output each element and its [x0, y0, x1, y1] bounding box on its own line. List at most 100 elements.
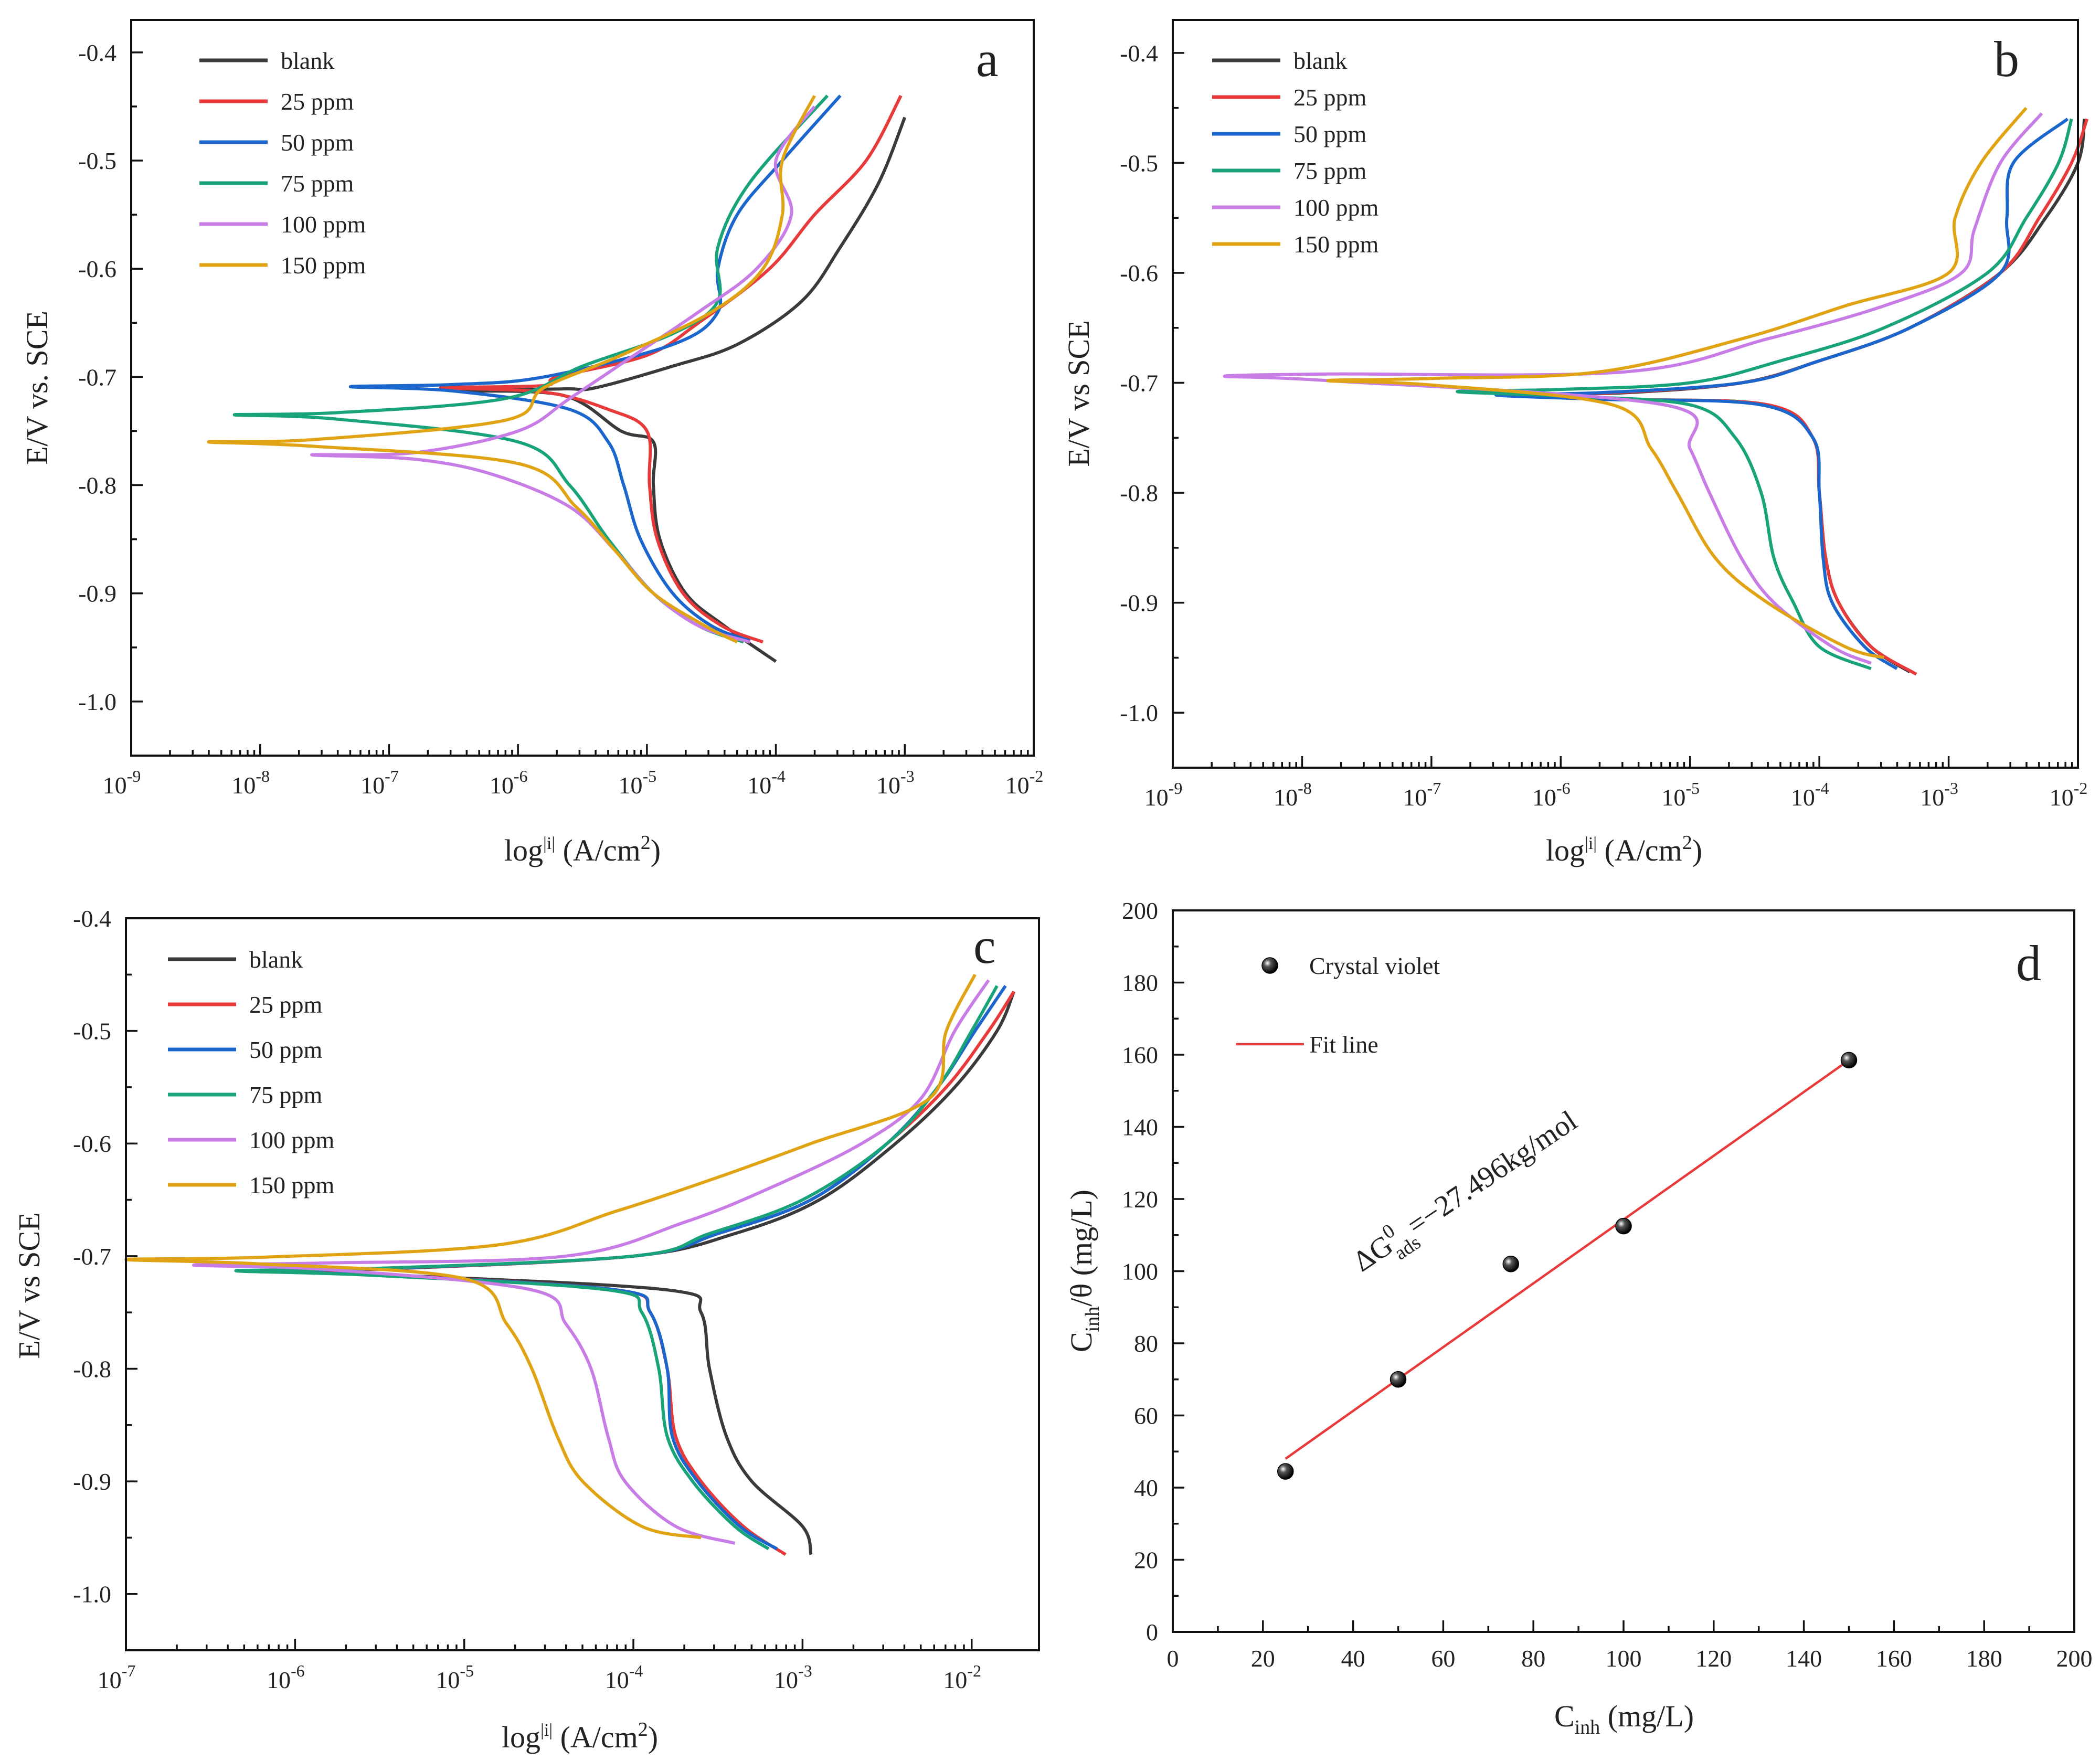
panel-d-ytick-label: 0 [1146, 1619, 1158, 1646]
panel-a-ytick-label: -0.5 [78, 147, 116, 174]
panel-d-xtick-label: 160 [1876, 1645, 1912, 1672]
panel-a-xtick-label: 10-8 [231, 767, 270, 799]
panel-d-xtick-label: 120 [1695, 1645, 1732, 1672]
panel-b-frame [1172, 19, 2079, 769]
panel-d-ytick-label: 60 [1134, 1403, 1158, 1429]
panel-a-ytick-label: -0.8 [78, 472, 116, 499]
panel-d-xtick-label: 100 [1606, 1645, 1642, 1672]
panel-d-ytick-label: 20 [1134, 1547, 1158, 1574]
panel-c-ticks: 10-7 10-6 10-5 10-4 10-3 10-2 -0.4 -0.5 -0.6 -0.7… [73, 905, 981, 1693]
panel-d-ytick-label: 80 [1134, 1330, 1158, 1357]
panel-a-legend-label: blank [281, 47, 334, 74]
panel-b-xtick-label: 10-7 [1403, 779, 1441, 811]
panel-b-xtick-label: 10-3 [1920, 779, 1958, 811]
panel-d-ytick-label: 140 [1122, 1114, 1158, 1141]
panel-b-ytick-label: -0.5 [1120, 150, 1158, 176]
panel-b-xtick-label: 10-4 [1791, 779, 1829, 811]
panel-c-xtick-label: 10-5 [436, 1661, 474, 1693]
panel-a-ylabel: E/V vs. SCE [20, 311, 54, 465]
panel-a-xtick-label: 10-3 [876, 767, 915, 799]
panel-b-legend: blank 25 ppm 50 ppm 75 ppm 100 ppm 150 ppm [1212, 47, 1379, 258]
panel-a-letter: a [976, 31, 999, 87]
panel-b-xtick-label: 10-5 [1661, 779, 1700, 811]
panel-a-xtick-label: 10-2 [1005, 767, 1044, 799]
panel-b-xtick-label: 10-8 [1274, 779, 1312, 811]
panel-a-ytick-label: -0.4 [78, 39, 116, 66]
panel-d-series [1277, 1052, 1858, 1480]
panel-c: 10-7 10-6 10-5 10-4 10-3 10-2 -0.4 -0.5 -0.6 -0.7… [12, 905, 1040, 1754]
panel-c-legend-label: 150 ppm [249, 1172, 335, 1198]
panel-d-data-point [1840, 1052, 1858, 1069]
panel-a-ytick-label: -0.6 [78, 256, 116, 282]
panel-c-xtick-label: 10-7 [98, 1661, 136, 1693]
panel-d-legend-marker [1261, 957, 1278, 974]
panel-a-ytick-label: -0.7 [78, 364, 116, 390]
panel-a-xtick-label: 10-9 [103, 767, 141, 799]
panel-c-ytick-label: -0.7 [73, 1243, 111, 1270]
panel-b-ytick-label: -0.8 [1120, 480, 1158, 506]
panel-c-series-150-ppm [124, 973, 977, 1540]
panel-c-legend: blank 25 ppm 50 ppm 75 ppm 100 ppm 150 ppm [168, 946, 335, 1198]
panel-d-xtick-label: 80 [1521, 1645, 1545, 1672]
panel-b-ytick-label: -0.6 [1120, 260, 1158, 287]
panel-d-ylabel: Cinh/θ (mg/L) [1064, 1190, 1104, 1352]
panel-d-frame [1172, 909, 2075, 1633]
panel-b-ytick-label: -1.0 [1120, 699, 1158, 726]
panel-b-legend-label: blank [1293, 47, 1347, 74]
panel-d-data-point [1277, 1463, 1294, 1480]
panel-a-ytick-label: -1.0 [78, 688, 116, 715]
panel-b-ylabel: E/V vs SCE [1062, 320, 1096, 466]
panel-d-legend-label: Crystal violet [1309, 952, 1440, 979]
panel-a-xtick-label: 10-5 [619, 767, 657, 799]
panel-b-legend-label: 75 ppm [1293, 157, 1367, 184]
panel-a-series-25-ppm [439, 94, 903, 644]
panel-d-xtick-label: 140 [1786, 1645, 1822, 1672]
panel-c-legend-label: 75 ppm [249, 1081, 323, 1108]
panel-b-series-75-ppm [1456, 118, 2073, 671]
panel-b-legend-label: 25 ppm [1293, 84, 1367, 111]
panel-d-legend: Crystal violet Fit line [1236, 952, 1440, 1058]
panel-d-ytick-label: 40 [1134, 1474, 1158, 1501]
panel-c-xtick-label: 10-2 [943, 1661, 981, 1693]
panel-d-ytick-label: 100 [1122, 1258, 1158, 1285]
panel-c-series-75-ppm [234, 985, 999, 1551]
panel-b-series-150-ppm [1326, 107, 2028, 660]
panel-c-xlabel: log|i| (A/cm2) [502, 1718, 658, 1754]
panel-d-data-point [1390, 1371, 1407, 1388]
panel-a-ticks: 10-9 10-8 10-7 10-6 10-5 10-4 10-3 10-2 -0.4 -0.5… [78, 39, 1043, 799]
panel-a-xlabel: log|i| (A/cm2) [504, 832, 661, 867]
panel-c-ytick-label: -1.0 [73, 1581, 111, 1608]
panel-d-xlabel: Cinh (mg/L) [1554, 1699, 1694, 1738]
panel-c-letter: c [973, 918, 996, 974]
panel-d-xtick-label: 180 [1966, 1645, 2002, 1672]
panel-b-ytick-label: -0.7 [1120, 370, 1158, 397]
panel-d-annotation: ΔG0ads=−27.496kg/mol [1345, 1101, 1588, 1286]
panel-b-xtick-label: 10-9 [1144, 779, 1183, 811]
panel-b-series-blank [1520, 119, 2086, 674]
panel-c-xtick-label: 10-4 [605, 1661, 643, 1693]
panel-d-data-point [1615, 1217, 1632, 1235]
panel-a-legend-label: 50 ppm [281, 129, 354, 156]
panel-d-data-point [1502, 1256, 1519, 1272]
panel-d-ytick-label: 120 [1122, 1186, 1158, 1213]
panel-d-xtick-label: 20 [1251, 1645, 1275, 1672]
panel-a-series-150-ppm [207, 94, 816, 644]
panel-c-ytick-label: -0.6 [73, 1130, 111, 1157]
panel-a: 10-9 10-8 10-7 10-6 10-5 10-4 10-3 10-2 -0.4 -0.5… [20, 19, 1043, 867]
panel-c-legend-label: 100 ppm [249, 1127, 335, 1153]
panel-a-legend-label: 25 ppm [281, 88, 354, 115]
panel-d-xtick-label: 40 [1341, 1645, 1365, 1672]
panel-c-ytick-label: -0.9 [73, 1468, 111, 1495]
panel-d-letter: d [2016, 935, 2041, 991]
panel-b-series [1223, 107, 2089, 676]
panel-a-frame [130, 19, 1035, 757]
panel-c-legend-label: 50 ppm [249, 1036, 323, 1063]
panel-b-xlabel: log|i| (A/cm2) [1546, 832, 1702, 867]
panel-d-fit-line [1285, 1059, 1850, 1460]
panel-a-legend-label: 75 ppm [281, 170, 354, 197]
panel-c-legend-label: 25 ppm [249, 991, 323, 1018]
panel-a-xtick-label: 10-6 [490, 767, 528, 799]
panel-b-xtick-label: 10-6 [1532, 779, 1571, 811]
panel-c-ytick-label: -0.8 [73, 1355, 111, 1382]
panel-a-xtick-label: 10-4 [747, 767, 786, 799]
